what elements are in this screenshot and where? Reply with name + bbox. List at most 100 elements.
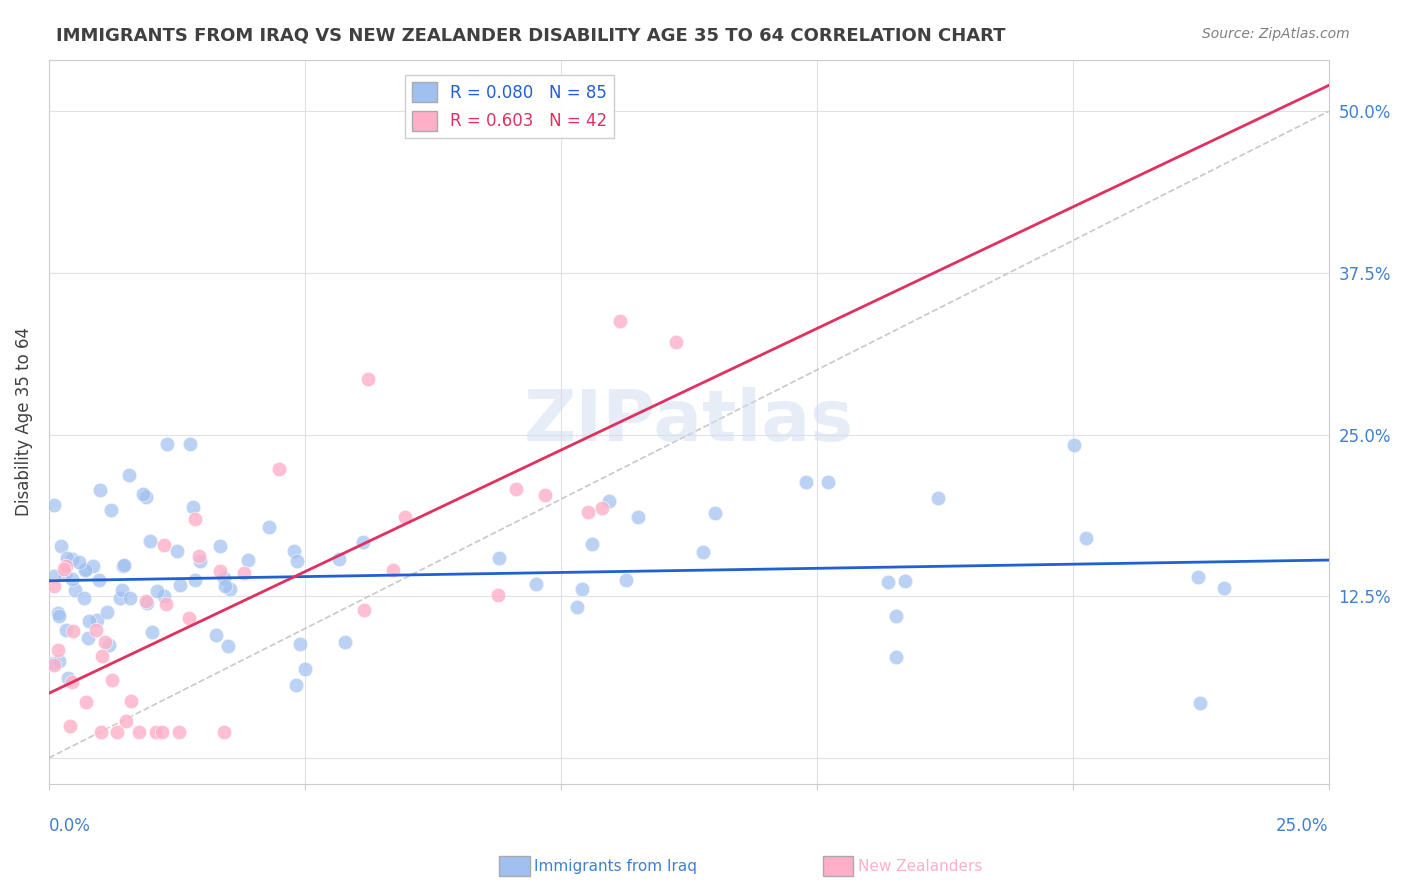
Point bbox=[48, 608, 70, 623]
Point bbox=[42, 579, 65, 593]
Point bbox=[524, 576, 547, 591]
Point bbox=[817, 475, 839, 490]
Point bbox=[288, 637, 311, 651]
Point bbox=[145, 725, 167, 739]
Point bbox=[886, 608, 908, 623]
Point bbox=[96, 605, 118, 619]
Point bbox=[179, 610, 201, 624]
Point bbox=[132, 487, 155, 501]
Point bbox=[135, 594, 157, 608]
Point bbox=[86, 623, 108, 637]
Point bbox=[692, 545, 714, 559]
Point bbox=[259, 519, 281, 533]
Point bbox=[627, 510, 650, 524]
Point bbox=[90, 648, 112, 663]
Point bbox=[152, 589, 174, 603]
Point bbox=[1063, 438, 1085, 452]
Point bbox=[1187, 569, 1209, 583]
Point bbox=[394, 509, 416, 524]
Point bbox=[576, 505, 599, 519]
Point bbox=[63, 583, 86, 598]
Point bbox=[56, 551, 79, 566]
Point bbox=[86, 613, 108, 627]
Point bbox=[42, 498, 65, 512]
Point bbox=[1213, 581, 1236, 595]
Point bbox=[94, 634, 117, 648]
Point bbox=[62, 624, 84, 639]
Point bbox=[111, 583, 134, 598]
Point bbox=[209, 539, 232, 553]
Point bbox=[665, 334, 688, 349]
Point bbox=[382, 562, 405, 576]
Point bbox=[488, 551, 510, 566]
Point bbox=[55, 623, 77, 637]
Point bbox=[155, 597, 177, 611]
Point bbox=[114, 714, 136, 728]
Point bbox=[184, 511, 207, 525]
Point bbox=[284, 678, 307, 692]
Point bbox=[217, 639, 239, 653]
Text: 0.0%: 0.0% bbox=[49, 817, 91, 835]
Point bbox=[56, 671, 79, 685]
Point bbox=[73, 591, 96, 605]
Point bbox=[893, 574, 915, 588]
Point bbox=[598, 494, 620, 508]
Point bbox=[53, 567, 76, 582]
Point bbox=[67, 555, 90, 569]
Point bbox=[179, 437, 201, 451]
Point bbox=[73, 563, 96, 577]
Point bbox=[565, 600, 588, 615]
Point bbox=[114, 558, 136, 573]
Point bbox=[136, 596, 159, 610]
Point bbox=[48, 654, 70, 668]
Point bbox=[108, 591, 131, 606]
Point bbox=[55, 558, 77, 573]
Point bbox=[89, 483, 111, 497]
Point bbox=[581, 537, 603, 551]
Point bbox=[877, 575, 900, 590]
Point bbox=[353, 603, 375, 617]
Text: Immigrants from Iraq: Immigrants from Iraq bbox=[534, 859, 697, 873]
Point bbox=[141, 624, 163, 639]
Point bbox=[609, 314, 631, 328]
Point bbox=[214, 579, 236, 593]
Point bbox=[794, 475, 817, 489]
Point bbox=[167, 725, 190, 739]
Point bbox=[48, 607, 70, 621]
Text: ZIPatlas: ZIPatlas bbox=[524, 387, 853, 456]
Point bbox=[90, 725, 112, 739]
Point bbox=[60, 675, 83, 690]
Point bbox=[328, 552, 350, 566]
Point bbox=[42, 658, 65, 673]
Text: New Zealanders: New Zealanders bbox=[858, 859, 981, 873]
Point bbox=[97, 638, 120, 652]
Point bbox=[1074, 531, 1097, 545]
Point bbox=[105, 725, 128, 739]
Point bbox=[884, 649, 907, 664]
Point bbox=[100, 503, 122, 517]
Point bbox=[283, 544, 305, 558]
Point bbox=[48, 643, 70, 657]
Point bbox=[184, 573, 207, 587]
Point bbox=[156, 437, 179, 451]
Point bbox=[333, 635, 356, 649]
Point bbox=[120, 694, 142, 708]
Point bbox=[82, 558, 104, 573]
Point bbox=[60, 572, 83, 586]
Text: 25.0%: 25.0% bbox=[1277, 817, 1329, 835]
Point bbox=[614, 573, 637, 587]
Point bbox=[356, 372, 378, 386]
Point bbox=[205, 627, 228, 641]
Point bbox=[571, 582, 593, 596]
Point bbox=[169, 578, 191, 592]
Point bbox=[267, 462, 290, 476]
Point bbox=[166, 543, 188, 558]
Point bbox=[188, 554, 211, 568]
Legend: R = 0.080   N = 85, R = 0.603   N = 42: R = 0.080 N = 85, R = 0.603 N = 42 bbox=[405, 75, 614, 137]
Point bbox=[75, 695, 97, 709]
Point bbox=[294, 662, 316, 676]
Point bbox=[232, 566, 254, 580]
Point bbox=[150, 725, 173, 739]
Point bbox=[285, 554, 308, 568]
Point bbox=[79, 615, 101, 629]
